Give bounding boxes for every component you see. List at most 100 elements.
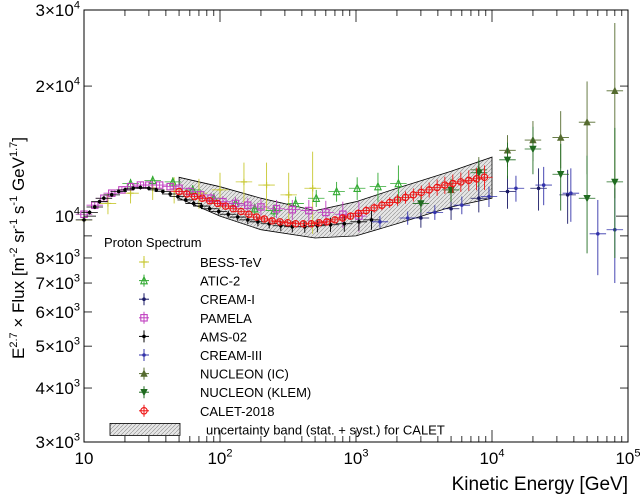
data-marker <box>260 215 269 223</box>
legend-label: NUCLEON (KLEM) <box>200 385 311 400</box>
data-marker <box>270 205 279 215</box>
data-point-nucleon-klem <box>606 127 624 258</box>
data-point-bess-tev <box>99 193 117 215</box>
data-marker <box>323 218 331 226</box>
x-tick-label: 104 <box>479 447 504 468</box>
y-tick-label: 4×103 <box>36 377 80 398</box>
data-marker <box>611 178 619 187</box>
data-marker <box>465 176 473 185</box>
data-marker <box>245 218 250 222</box>
data-marker <box>190 192 199 201</box>
legend-entry-cream-i: CREAM-I <box>139 292 255 307</box>
data-point-pamela <box>284 199 301 220</box>
legend-marker <box>140 258 148 266</box>
data-marker <box>123 188 127 192</box>
data-marker <box>312 193 321 202</box>
data-marker <box>198 194 206 202</box>
data-marker <box>378 220 382 224</box>
data-point-ams-02 <box>201 205 218 212</box>
data-marker <box>307 220 316 228</box>
data-marker <box>611 86 619 95</box>
data-point-cream-i <box>559 169 576 224</box>
data-marker <box>138 185 143 190</box>
data-marker <box>240 178 248 186</box>
data-marker <box>309 185 316 192</box>
data-point-calet-2018 <box>279 219 297 227</box>
data-point-nucleon-klem <box>552 143 569 211</box>
data-marker <box>433 183 441 192</box>
data-marker <box>285 191 292 199</box>
legend-marker <box>140 407 148 415</box>
data-point-nucleon-klem <box>578 155 596 254</box>
data-marker <box>116 189 121 194</box>
legend-entry-ams-02: AMS-02 <box>139 329 247 344</box>
data-marker <box>449 206 453 211</box>
data-marker <box>457 178 465 186</box>
data-marker <box>346 212 355 220</box>
legend-label: ATIC-2 <box>200 274 240 289</box>
data-marker <box>487 194 491 199</box>
x-tick-label: 105 <box>615 447 640 468</box>
data-point-bess-tev <box>258 162 275 211</box>
band-layer <box>178 156 493 239</box>
data-point-atic-2 <box>144 175 161 186</box>
data-marker <box>393 196 402 204</box>
data-marker <box>147 186 151 191</box>
series-ams-02 <box>75 185 380 233</box>
data-point-ams-02 <box>91 199 108 204</box>
legend-label: CALET-2018 <box>200 404 274 419</box>
legend-marker <box>142 334 146 339</box>
data-point-ams-02 <box>103 192 121 197</box>
data-point-atic-2 <box>307 189 325 207</box>
data-marker <box>529 145 537 154</box>
data-marker <box>256 220 260 224</box>
data-marker <box>305 206 313 215</box>
data-marker <box>175 187 183 196</box>
data-point-cream-iii <box>371 216 389 228</box>
data-point-calet-2018 <box>201 197 218 205</box>
y-tick-label: 5×103 <box>36 336 80 357</box>
data-marker <box>332 186 341 196</box>
data-point-ams-02 <box>95 196 113 201</box>
legend-entry-atic-2: ATIC-2 <box>139 274 240 289</box>
data-point-bess-tev <box>235 162 253 204</box>
data-point-cream-i <box>470 185 488 213</box>
data-point-ams-02 <box>185 200 202 207</box>
series-nucleon-klem <box>412 126 624 258</box>
data-marker <box>168 192 172 196</box>
y-tick-label: 6×103 <box>36 301 80 322</box>
data-marker <box>104 200 112 207</box>
data-marker <box>339 214 347 222</box>
y-tick-label: 104 <box>55 205 80 226</box>
legend-label: BESS-TeV <box>200 255 262 270</box>
data-marker <box>583 117 591 126</box>
data-point-cream-iii <box>507 175 525 202</box>
data-marker <box>268 217 276 225</box>
y-tick-label: 3×104 <box>36 0 80 20</box>
data-point-cream-iii <box>480 186 498 207</box>
data-point-pamela <box>239 198 257 213</box>
data-marker <box>148 175 157 185</box>
tick-label-layer: 10 102 103 104 105 3×104 2×104 104 8×103 7×103 6×1… <box>36 0 640 468</box>
data-marker <box>405 216 410 220</box>
data-point-ams-02 <box>177 197 195 203</box>
data-marker <box>257 203 265 211</box>
data-point-pamela <box>252 199 270 216</box>
data-marker <box>284 219 292 227</box>
data-marker <box>131 186 135 191</box>
data-point-pamela <box>300 199 318 222</box>
data-point-cream-iii <box>535 166 552 206</box>
data-point-nucleon-klem <box>499 142 516 179</box>
legend-label: uncertainty band (stat. + syst.) for CAL… <box>206 422 445 437</box>
data-point-calet-2018 <box>303 220 320 228</box>
data-point-ams-02 <box>229 213 246 221</box>
data-marker <box>288 205 297 214</box>
data-point-cream-i <box>499 175 516 209</box>
data-marker <box>433 210 437 215</box>
data-point-ams-02 <box>336 216 353 232</box>
data-marker <box>176 194 180 199</box>
data-marker <box>362 206 371 215</box>
data-marker <box>229 205 237 213</box>
data-point-cream-iii <box>426 205 444 220</box>
